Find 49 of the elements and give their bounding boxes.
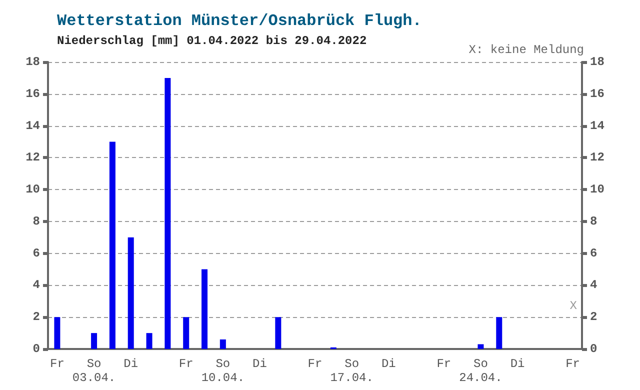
y-tick-label: 10 (26, 182, 40, 197)
bar (109, 142, 116, 349)
x-tick-label: Di (124, 357, 138, 371)
y2-tick-label: 4 (590, 278, 598, 292)
x-tick-label: So 03.04. (72, 357, 116, 385)
y2-tick-label: 8 (590, 214, 598, 228)
x-tick-label: Fr (50, 357, 64, 371)
y2-tick-label: 18 (590, 55, 604, 69)
x-tick-label: Fr (178, 357, 194, 371)
x-tick-label: Fr (436, 357, 452, 371)
annotation: X (570, 299, 577, 313)
bar (128, 237, 134, 349)
y2-tick-label: 12 (590, 150, 604, 165)
y-tick-label: 14 (26, 118, 40, 133)
x-tick-label: Fr (566, 357, 580, 371)
bar (183, 317, 190, 349)
bar (496, 317, 502, 349)
x-tick-label: So 10.04. (201, 357, 245, 385)
y2-tick-label: 16 (590, 86, 604, 101)
bar (478, 344, 484, 349)
y-tick-label: 8 (32, 214, 40, 228)
chart-title: Wetterstation Münster/Osnabrück Flugh. (57, 12, 422, 30)
chart-subtitle: Niederschlag [mm] 01.04.2022 bis 29.04.2022 (57, 34, 367, 48)
x-tick-label: Di (381, 357, 396, 371)
bar (220, 339, 226, 349)
y-tick-label: 6 (32, 246, 40, 260)
bar (146, 333, 152, 349)
text: X: keine Meldung (468, 43, 584, 57)
y2-tick-label: 14 (590, 118, 604, 133)
y-tick-label: 4 (32, 278, 40, 292)
y2-tick-label: 6 (590, 246, 598, 260)
bar (164, 78, 171, 349)
bar (91, 333, 98, 349)
y-tick-label: 2 (32, 310, 40, 324)
y2-tick-label: 2 (590, 310, 598, 324)
x-tick-label: Fr (308, 357, 322, 371)
x-tick-label: Di (252, 357, 267, 371)
bar (202, 269, 208, 349)
y2-tick-label: 10 (590, 182, 604, 197)
y-tick-label: 18 (26, 55, 40, 69)
x-tick-label: Di (510, 357, 525, 371)
y-tick-label: 16 (26, 86, 40, 101)
x-tick-label: So 24.04. (459, 357, 502, 385)
bar (54, 317, 60, 349)
y2-tick-label: 0 (590, 342, 598, 356)
bar (275, 317, 282, 349)
x-tick-label: So 17.04. (330, 357, 374, 385)
y-tick-label: 0 (32, 342, 40, 356)
y-tick-label: 12 (26, 150, 40, 165)
